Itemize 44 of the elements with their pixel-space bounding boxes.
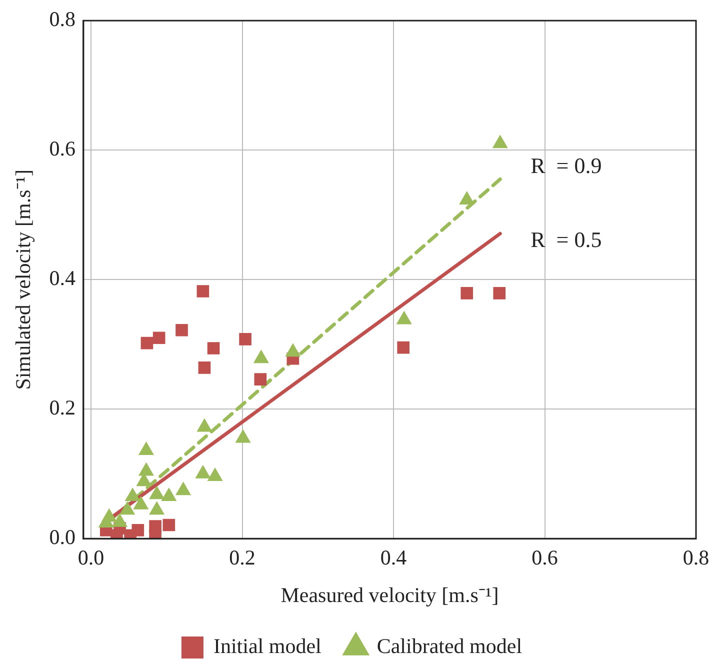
point (397, 341, 410, 354)
legend-label: Calibrated model (376, 634, 522, 658)
y-axis-title: Simulated velocity [m.s⁻¹] (11, 169, 36, 390)
point (149, 486, 164, 500)
point (149, 502, 164, 515)
point (254, 350, 269, 364)
point (198, 362, 211, 374)
point (161, 488, 176, 502)
y-tick-label: 0.4 (49, 266, 76, 290)
point (236, 430, 250, 443)
annotation: R = 0.9 (530, 152, 602, 178)
annotation: R = 0.5 (530, 227, 602, 252)
point (208, 468, 222, 481)
point (493, 287, 506, 300)
point (98, 514, 114, 528)
x-tick-label: 0.6 (532, 546, 558, 570)
x-tick-label: 0.0 (78, 546, 104, 570)
point (176, 324, 188, 336)
y-tick-label: 0.2 (49, 396, 76, 420)
x-tick-label: 0.4 (380, 546, 408, 570)
point (254, 373, 267, 386)
x-axis-title: Measured velocity [m.s⁻¹] (280, 582, 499, 607)
point (460, 287, 474, 300)
point (239, 333, 252, 346)
x-tick-label: 0.2 (229, 546, 256, 570)
point (196, 465, 210, 478)
point (152, 332, 166, 344)
point (138, 462, 154, 476)
point (196, 285, 210, 298)
point (207, 342, 220, 354)
point (286, 344, 300, 357)
point (133, 496, 148, 510)
point (140, 336, 154, 350)
point (138, 442, 154, 456)
legend-label: Initial model (213, 634, 322, 658)
y-tick-label: 0.6 (49, 136, 76, 161)
point (176, 482, 191, 496)
point (197, 418, 212, 432)
y-tick-label: 0.0 (49, 525, 76, 550)
point (120, 502, 135, 515)
point (112, 514, 128, 527)
point (125, 488, 140, 502)
x-tick-label: 0.8 (682, 546, 710, 570)
y-tick-label: 0.8 (49, 7, 76, 32)
